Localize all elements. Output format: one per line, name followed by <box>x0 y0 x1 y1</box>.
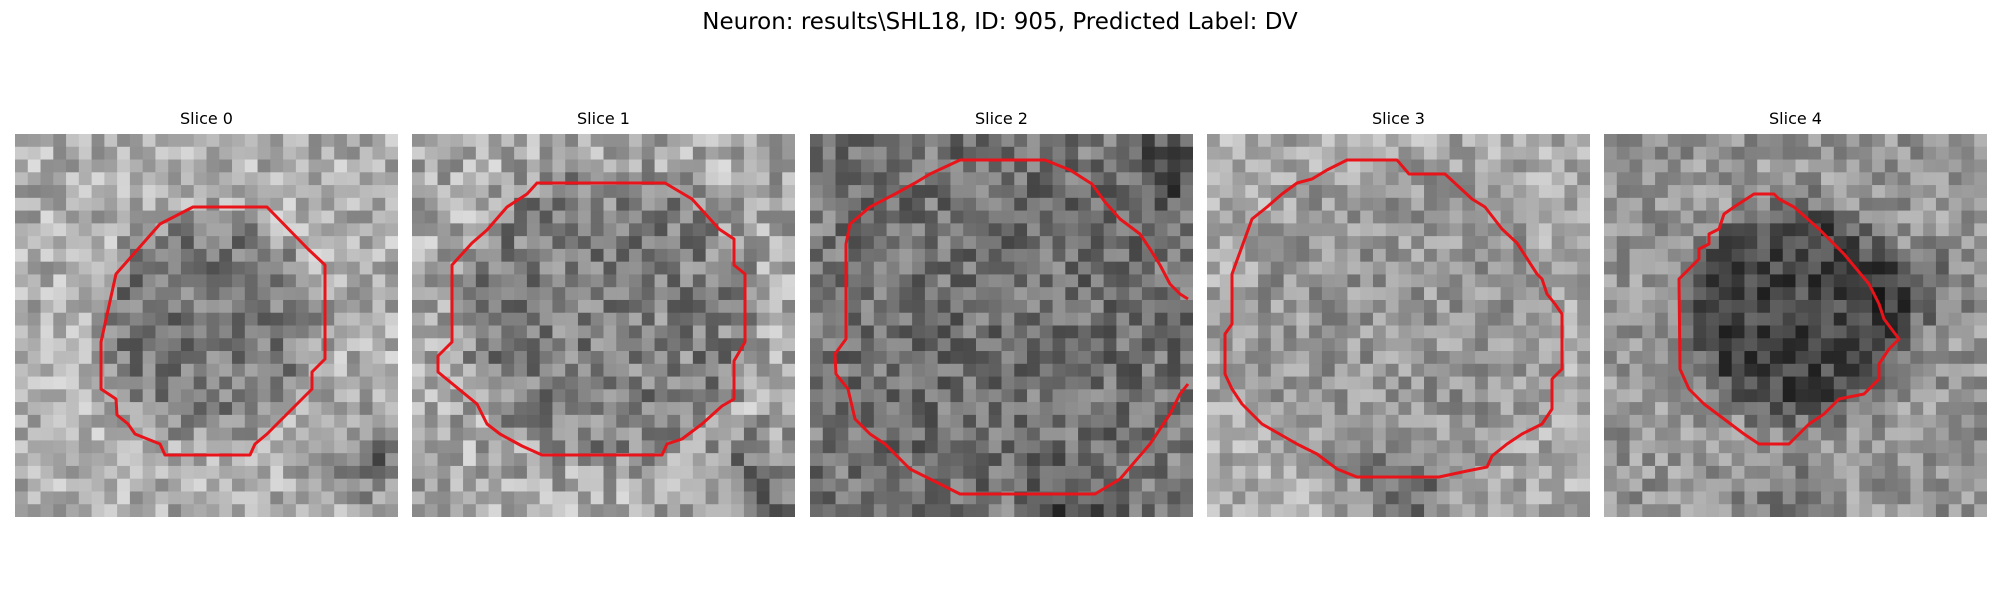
slice-image-0 <box>15 134 398 517</box>
slice-pixels-0 <box>15 134 398 517</box>
slice-title-2: Slice 2 <box>975 109 1028 128</box>
slice-image-2 <box>810 134 1193 517</box>
slice-pixels-4 <box>1604 134 1987 517</box>
slice-panel-4: Slice 4 <box>1604 108 1987 523</box>
roi-contour-2 <box>833 158 1190 496</box>
roi-contour-0 <box>99 205 327 457</box>
figure-title: Neuron: results\SHL18, ID: 905, Predicte… <box>702 9 1298 35</box>
roi-contour-3 <box>1223 158 1564 479</box>
roi-contour-1 <box>436 181 747 457</box>
slice-panel-0: Slice 0 <box>15 108 398 523</box>
slice-pixels-3 <box>1207 134 1590 517</box>
roi-contour-4 <box>1677 192 1901 446</box>
slice-panel-3: Slice 3 <box>1207 108 1590 523</box>
slice-title-4: Slice 4 <box>1769 109 1822 128</box>
slice-image-4 <box>1604 134 1987 517</box>
slice-title-0: Slice 0 <box>180 109 233 128</box>
slice-title-1: Slice 1 <box>577 109 630 128</box>
slice-image-3 <box>1207 134 1590 517</box>
slice-panel-1: Slice 1 <box>412 108 795 523</box>
slice-pixels-1 <box>412 134 795 517</box>
slice-image-1 <box>412 134 795 517</box>
slice-panel-2: Slice 2 <box>810 108 1193 523</box>
slice-title-3: Slice 3 <box>1372 109 1425 128</box>
